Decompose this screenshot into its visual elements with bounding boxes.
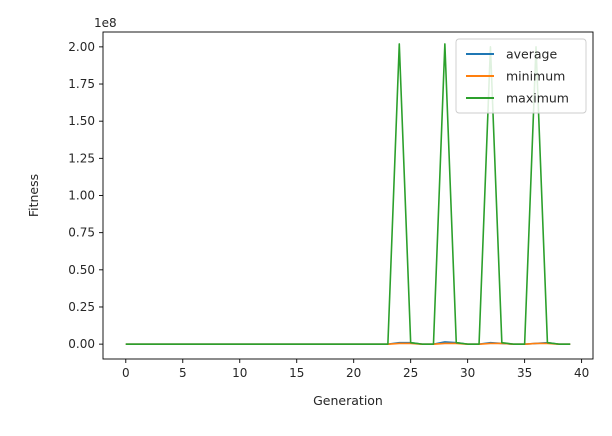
x-tick-label: 5	[179, 366, 187, 380]
legend-label-maximum: maximum	[506, 91, 569, 106]
y-tick-label: 0.25	[68, 300, 95, 314]
y-tick-label: 1.50	[68, 114, 95, 128]
x-tick-label: 20	[346, 366, 361, 380]
y-tick-label: 0.00	[68, 337, 95, 351]
x-axis: 0 5 10 15 20 25 30 35 40	[122, 359, 589, 380]
series-line-maximum	[125, 43, 571, 345]
x-axis-label: Generation	[313, 393, 383, 408]
y-tick-label: 2.00	[68, 40, 95, 54]
x-tick-label: 30	[460, 366, 475, 380]
legend-label-minimum: minimum	[506, 69, 565, 84]
x-tick-label: 35	[517, 366, 532, 380]
y-tick-label: 0.75	[68, 226, 95, 240]
legend-box	[455, 38, 587, 114]
y-tick-label: 1.75	[68, 77, 95, 91]
y-tick-label: 1.00	[68, 189, 95, 203]
x-tick-label: 0	[122, 366, 130, 380]
x-tick-label: 10	[232, 366, 247, 380]
y-tick-label: 1.25	[68, 151, 95, 165]
x-tick-label: 40	[574, 366, 589, 380]
y-tick-label: 0.50	[68, 263, 95, 277]
y-scale-label: 1e8	[94, 16, 117, 30]
x-tick-label: 15	[289, 366, 304, 380]
y-axis: 0.00 0.25 0.50 0.75 1.00 1.25 1.50 1.75 2.00	[68, 40, 103, 351]
legend: average minimum maximum	[455, 38, 587, 114]
x-tick-label: 25	[403, 366, 418, 380]
series-layer	[125, 43, 571, 345]
y-axis-label: Fitness	[26, 174, 41, 217]
legend-label-average: average	[506, 47, 557, 62]
